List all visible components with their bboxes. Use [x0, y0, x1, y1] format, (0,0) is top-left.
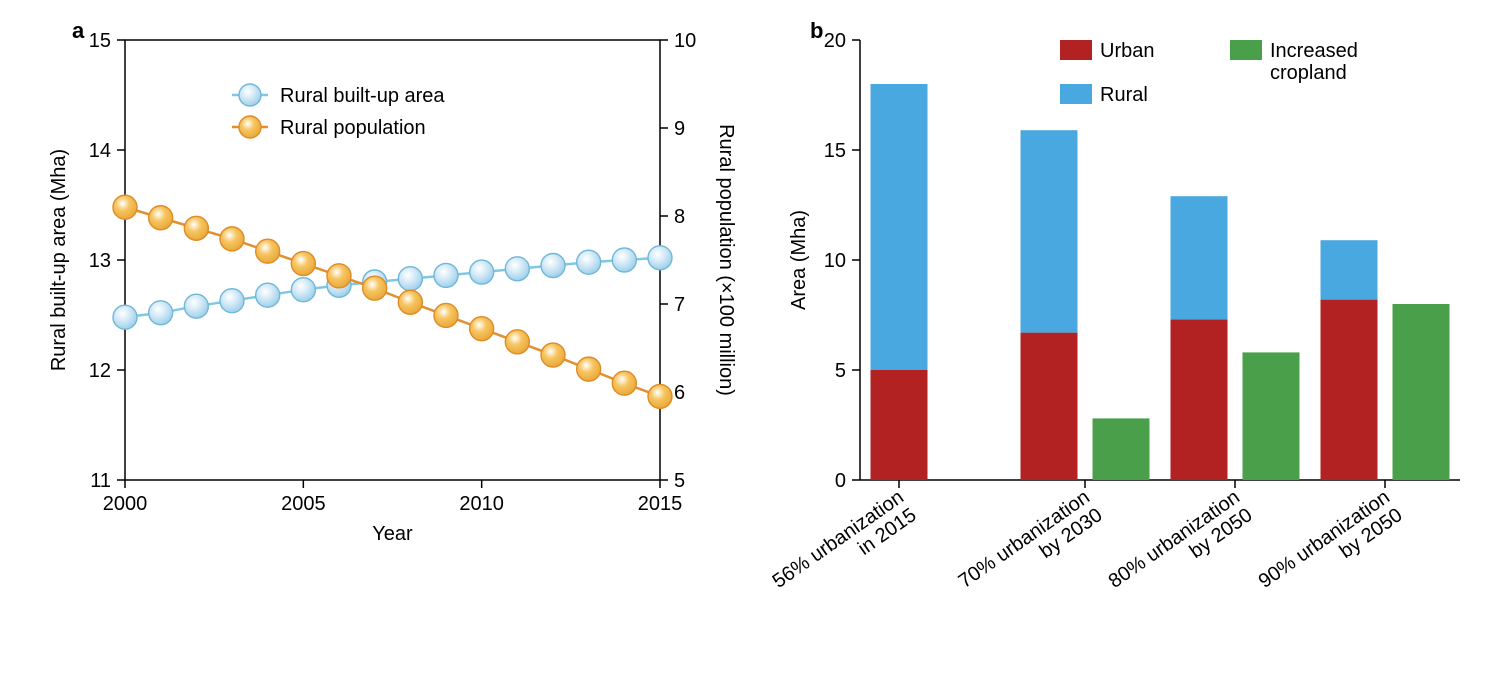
- series-marker: [541, 254, 565, 278]
- series-marker: [398, 267, 422, 291]
- bar-urban: [871, 370, 928, 480]
- series-marker: [612, 371, 636, 395]
- series-marker: [505, 257, 529, 281]
- y-tick-label: 5: [835, 360, 846, 382]
- legend-label: Rural built-up area: [280, 85, 445, 107]
- series-marker: [291, 252, 315, 276]
- y-left-tick-label: 12: [89, 360, 111, 382]
- bar-rural: [1021, 130, 1078, 332]
- legend-marker: [239, 116, 261, 138]
- legend-label: Increasedcropland: [1270, 40, 1358, 84]
- series-marker: [505, 330, 529, 354]
- x-tick-label: 90% urbanizationby 2050: [1255, 486, 1407, 611]
- x-tick-label: 2010: [459, 493, 504, 515]
- y-right-tick-label: 10: [674, 30, 696, 52]
- chart-a-svg: 2000 2005 2010 2015 Year 11 12 13 14 15 Rural buil…: [20, 10, 740, 570]
- y-right-axis-title: Rural population (×100 million): [715, 124, 737, 396]
- plot-area-a: 2000 2005 2010 2015 Year 11 12 13 14 15 Rural buil…: [48, 30, 737, 545]
- bar-urban: [1171, 319, 1228, 480]
- y-left-tick-label: 13: [89, 250, 111, 272]
- series-marker: [434, 303, 458, 327]
- bar-rural: [1321, 240, 1378, 299]
- y-right-tick-label: 6: [674, 382, 685, 404]
- series-marker: [256, 239, 280, 263]
- legend-label: Rural population: [280, 117, 426, 139]
- series-marker: [149, 301, 173, 325]
- series-marker: [184, 216, 208, 240]
- series-marker: [113, 305, 137, 329]
- bar-rural: [871, 84, 928, 370]
- x-tick-label: 56% urbanizationin 2015: [769, 486, 921, 611]
- series-marker: [577, 357, 601, 381]
- panel-b: b 0 5 10 15 20 Area (Mha) 56% urbanizationin 2…: [760, 10, 1480, 650]
- x-axis-title: Year: [372, 523, 413, 545]
- series-marker: [113, 195, 137, 219]
- y-tick-label: 15: [824, 140, 846, 162]
- series-marker: [149, 206, 173, 230]
- x-tick-label: 2000: [103, 493, 148, 515]
- series-marker: [363, 276, 387, 300]
- series-marker: [220, 227, 244, 251]
- bar-rural: [1171, 196, 1228, 319]
- bar-cropland: [1393, 304, 1450, 480]
- series-marker: [612, 248, 636, 272]
- series-marker: [327, 264, 351, 288]
- y-left-tick-label: 15: [89, 30, 111, 52]
- panel-a: a 2000 2005 2010 2015 Year 11 12 13 14 15 Rural bu…: [20, 10, 740, 570]
- y-tick-label: 20: [824, 30, 846, 52]
- series-marker: [220, 289, 244, 313]
- series-marker: [470, 317, 494, 341]
- legend-marker: [239, 84, 261, 106]
- series-marker: [291, 278, 315, 302]
- series-marker: [398, 290, 422, 314]
- panel-b-label: b: [810, 18, 823, 44]
- y-right-tick-label: 7: [674, 294, 685, 316]
- series-marker: [541, 343, 565, 367]
- y-left-tick-label: 14: [89, 140, 111, 162]
- bar-urban: [1321, 300, 1378, 480]
- y-left-tick-label: 11: [90, 470, 111, 492]
- legend-label: Urban: [1100, 40, 1154, 62]
- bar-cropland: [1243, 352, 1300, 480]
- y-right-tick-label: 8: [674, 206, 685, 228]
- series-marker: [648, 246, 672, 270]
- bar-cropland: [1093, 418, 1150, 480]
- y-right-tick-label: 5: [674, 470, 685, 492]
- legend-a: Rural built-up area Rural population: [232, 84, 445, 139]
- series-marker: [648, 384, 672, 408]
- legend-label: Rural: [1100, 84, 1148, 106]
- series-marker: [434, 263, 458, 287]
- legend-swatch: [1060, 84, 1092, 104]
- series-marker: [184, 294, 208, 318]
- plot-area-b: 0 5 10 15 20 Area (Mha) 56% urbanizationin 201…: [769, 30, 1460, 611]
- figure-container: a 2000200520102015Year1112131415Rural bu…: [0, 0, 1492, 682]
- x-tick-label: 2015: [638, 493, 683, 515]
- legend-swatch: [1060, 40, 1092, 60]
- series-marker: [256, 283, 280, 307]
- y-tick-label: 10: [824, 250, 846, 272]
- y-left-axis-title: Rural built-up area (Mha): [48, 149, 70, 371]
- x-tick-label: 70% urbanizationby 2030: [955, 486, 1107, 611]
- y-right-tick-label: 9: [674, 118, 685, 140]
- bar-urban: [1021, 333, 1078, 480]
- x-tick-label: 80% urbanizationby 2050: [1105, 486, 1257, 611]
- panel-a-label: a: [72, 18, 84, 44]
- series-marker: [470, 260, 494, 284]
- y-axis-title: Area (Mha): [788, 210, 810, 310]
- series-marker: [577, 250, 601, 274]
- x-tick-label: 2005: [281, 493, 326, 515]
- y-tick-label: 0: [835, 470, 846, 492]
- legend-b: Urban Increasedcropland Rural: [1060, 40, 1358, 106]
- legend-swatch: [1230, 40, 1262, 60]
- chart-b-svg: 0 5 10 15 20 Area (Mha) 56% urbanizationin 201…: [760, 10, 1480, 650]
